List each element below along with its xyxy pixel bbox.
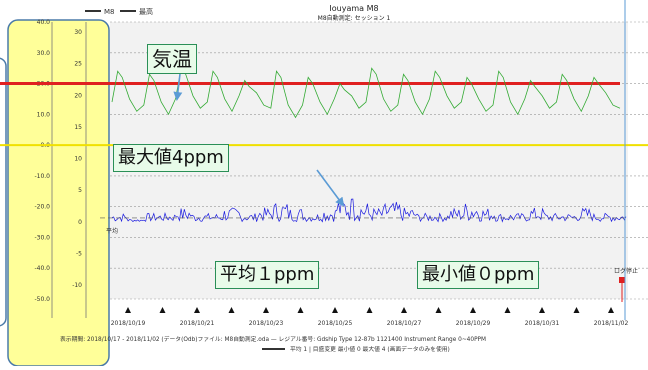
y-tick-label: 40.0 bbox=[37, 19, 51, 26]
stop-marker-label: ログ停止 bbox=[614, 267, 638, 275]
reference-lines bbox=[0, 82, 648, 147]
event-marker bbox=[401, 307, 407, 313]
x-tick-labels: 2018/10/19 2018/10/21 2018/10/23 2018/10/25… bbox=[111, 320, 629, 327]
series bbox=[100, 67, 628, 313]
callout-max: 最大値4ppm bbox=[113, 144, 229, 172]
inner-y-tick-label: 25 bbox=[74, 61, 82, 68]
y-tick-label: -20.0 bbox=[34, 204, 50, 211]
legend-label-m8: M8 bbox=[104, 8, 115, 16]
x-tick-label: 2018/10/21 bbox=[180, 320, 215, 327]
event-marker bbox=[125, 307, 131, 313]
chart-title: Iouyama M8 bbox=[329, 4, 378, 13]
x-tick-label: 2018/10/25 bbox=[318, 320, 353, 327]
x-tick-label: 2018/10/31 bbox=[525, 320, 560, 327]
event-marker bbox=[366, 307, 373, 313]
callout-min: 最小値０ppm bbox=[417, 261, 540, 289]
event-marker bbox=[297, 307, 304, 313]
arrow-kion bbox=[173, 73, 183, 101]
inner-y-tick-label: 20 bbox=[74, 92, 82, 99]
event-marker bbox=[332, 307, 338, 313]
avg-marker-label: 平均 bbox=[106, 227, 118, 235]
y-tick-label: -30.0 bbox=[34, 234, 50, 241]
footer-line-2: 平均 1 | 目盛変更 最小値 0 最大値 4 (画面データのみを使用) bbox=[290, 345, 450, 353]
x-tick-label: 2018/11/02 bbox=[594, 320, 629, 327]
axis-panel bbox=[7, 19, 110, 367]
event-marker bbox=[228, 307, 235, 313]
inner-y-tick-label: 10 bbox=[74, 156, 82, 163]
x-tick-label: 2018/10/23 bbox=[249, 320, 284, 327]
event-marker bbox=[470, 307, 476, 313]
event-marker bbox=[608, 307, 614, 313]
y-tick-label: 30.0 bbox=[37, 50, 51, 57]
y-tick-label: -50.0 bbox=[34, 296, 50, 303]
x-tick-label: 2018/10/27 bbox=[387, 320, 422, 327]
inner-y-tick-label: -10 bbox=[72, 282, 82, 289]
series-line-kion bbox=[111, 67, 621, 119]
y-tick-label: -10.0 bbox=[34, 173, 50, 180]
inner-y-tick-label: 15 bbox=[74, 124, 82, 131]
x-tick-label: 2018/10/19 bbox=[111, 320, 146, 327]
x-tick-label: 2018/10/29 bbox=[456, 320, 491, 327]
stop-marker bbox=[619, 277, 625, 283]
inner-y-tick-label: -5 bbox=[76, 250, 82, 257]
arrow-max bbox=[316, 169, 345, 207]
callout-avg: 平均１ppm bbox=[215, 261, 320, 289]
y-tick-label: -40.0 bbox=[34, 265, 50, 272]
event-marker bbox=[159, 307, 166, 313]
inner-y-tick-label: 5 bbox=[78, 187, 82, 194]
series-line-m8 bbox=[111, 197, 627, 223]
left-edge-panel bbox=[0, 57, 7, 327]
event-marker bbox=[539, 307, 545, 313]
legend-label-max: 最高 bbox=[139, 7, 153, 16]
inner-y-tick-label: 0 bbox=[78, 219, 82, 226]
event-marker bbox=[504, 307, 511, 313]
event-marker bbox=[194, 307, 200, 313]
inner-y-tick-label: 30 bbox=[74, 29, 82, 36]
y-tick-label: 10.0 bbox=[37, 111, 51, 118]
event-marker bbox=[263, 307, 269, 313]
event-marker bbox=[573, 307, 580, 313]
event-marker bbox=[435, 307, 442, 313]
callout-kion: 気温 bbox=[147, 44, 197, 74]
chart-subtitle: M8自動測定: セッション 1 bbox=[318, 14, 391, 22]
footer-line-1: 表示期間: 2018/10/17 - 2018/11/02 (データ(Odb)フ… bbox=[60, 335, 486, 343]
